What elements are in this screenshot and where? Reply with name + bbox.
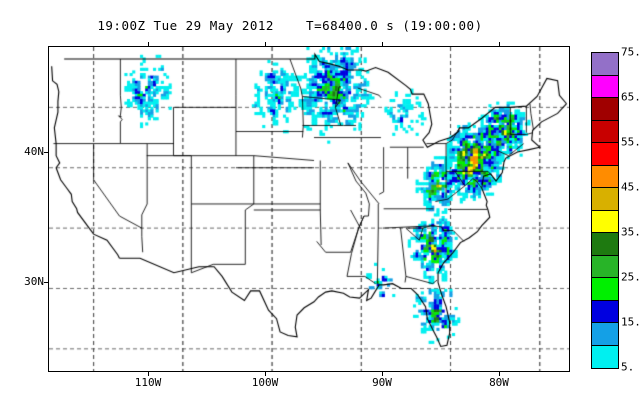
reflectivity-colorbar: [591, 52, 619, 369]
lon-tick-80W: 80W: [489, 376, 509, 389]
colorbar-tick-75: 75.: [621, 45, 640, 59]
colorbar-band-40-45: [592, 188, 618, 211]
lon-tickmark: [499, 372, 500, 376]
colorbar-band-30-35: [592, 233, 618, 256]
lat-tickmark: [44, 282, 48, 283]
page-title: 19:00Z Tue 29 May 2012 T=68400.0 s (19:0…: [97, 18, 483, 33]
lat-tick-40N: 40N: [24, 145, 44, 158]
colorbar-tick-45: 45.: [621, 180, 640, 194]
lat-tick-30N: 30N: [24, 275, 44, 288]
colorbar-band-65-70: [592, 75, 618, 98]
colorbar-band-35-40: [592, 210, 618, 233]
colorbar-band-45-50: [592, 165, 618, 188]
colorbar-band-10-15: [592, 323, 618, 346]
colorbar-band-25-30: [592, 255, 618, 278]
radar-reflectivity-canvas: [49, 47, 569, 371]
colorbar-band-55-60: [592, 120, 618, 143]
colorbar-band-5-10: [592, 345, 618, 368]
lon-tickmark: [148, 372, 149, 376]
colorbar-band-70-75: [592, 53, 618, 76]
lon-tick-110W: 110W: [134, 376, 162, 389]
colorbar-tick-55: 55.: [621, 135, 640, 149]
colorbar-band-60-65: [592, 98, 618, 121]
lon-tickmark: [382, 372, 383, 376]
lon-tick-100W: 100W: [251, 376, 279, 389]
colorbar-band-50-55: [592, 143, 618, 166]
lon-tickmark: [265, 372, 266, 376]
colorbar-tick-5: 5.: [621, 360, 635, 374]
colorbar-tick-25: 25.: [621, 270, 640, 284]
colorbar-band-15-20: [592, 300, 618, 323]
lon-tick-90W: 90W: [372, 376, 392, 389]
lon-tickmark-top: [382, 42, 383, 46]
lon-tickmark-top: [499, 42, 500, 46]
lat-tickmark: [44, 152, 48, 153]
colorbar-tick-65: 65.: [621, 90, 640, 104]
colorbar-tick-15: 15.: [621, 315, 640, 329]
colorbar-band-20-25: [592, 278, 618, 301]
lon-tickmark-top: [148, 42, 149, 46]
lon-tickmark-top: [265, 42, 266, 46]
radar-map-frame: [48, 46, 570, 372]
colorbar-tick-35: 35.: [621, 225, 640, 239]
